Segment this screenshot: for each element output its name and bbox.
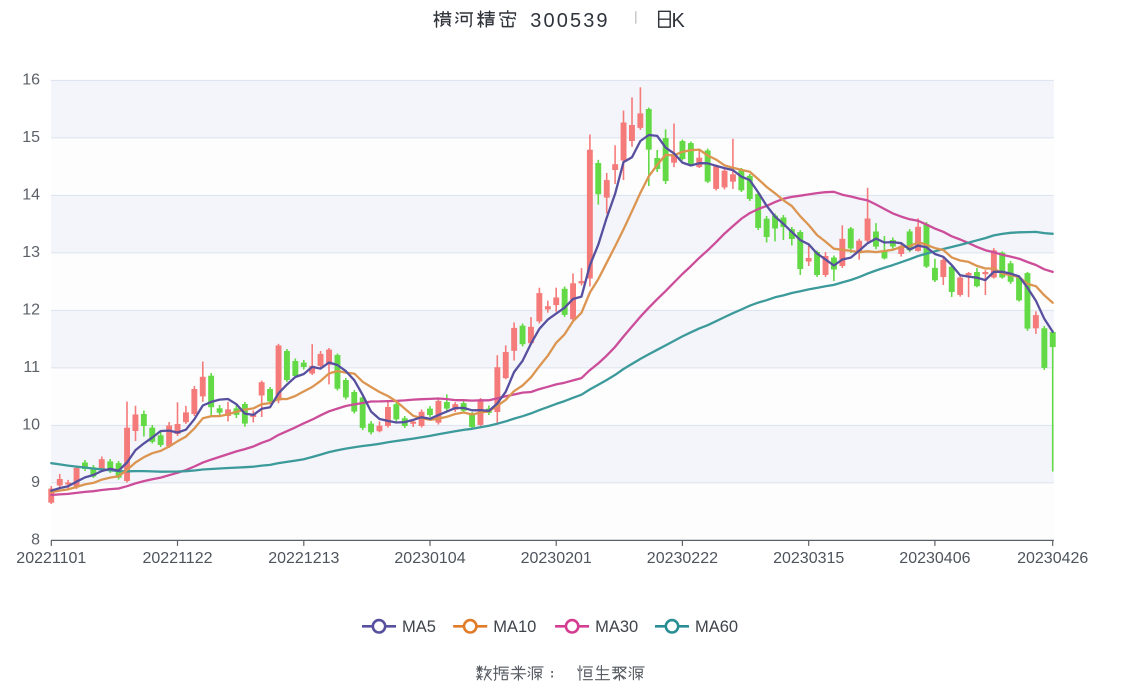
svg-text:MA60: MA60 [695, 618, 738, 636]
svg-text:12: 12 [22, 301, 40, 318]
svg-text:14: 14 [22, 186, 40, 203]
svg-text:11: 11 [23, 359, 40, 376]
svg-text:10: 10 [22, 416, 40, 433]
svg-text:MA5: MA5 [402, 618, 436, 636]
svg-text:15: 15 [22, 129, 40, 146]
svg-text:20230426: 20230426 [1017, 550, 1088, 567]
svg-text:9: 9 [31, 474, 40, 491]
svg-text:300539: 300539 [530, 10, 609, 32]
svg-text:16: 16 [22, 71, 40, 88]
svg-text:20230222: 20230222 [647, 550, 718, 567]
svg-text:20221101: 20221101 [16, 550, 86, 567]
svg-text:20221213: 20221213 [268, 550, 339, 567]
svg-text:K: K [672, 10, 686, 32]
svg-text:20230315: 20230315 [773, 550, 844, 567]
svg-text:20221122: 20221122 [143, 550, 213, 567]
svg-text:8: 8 [31, 531, 40, 548]
svg-text:20230201: 20230201 [521, 550, 592, 567]
svg-text:20230406: 20230406 [899, 550, 970, 567]
svg-text:MA30: MA30 [595, 618, 638, 636]
svg-text:20230104: 20230104 [394, 550, 465, 567]
svg-text:MA10: MA10 [493, 618, 536, 636]
svg-text:13: 13 [22, 244, 40, 261]
